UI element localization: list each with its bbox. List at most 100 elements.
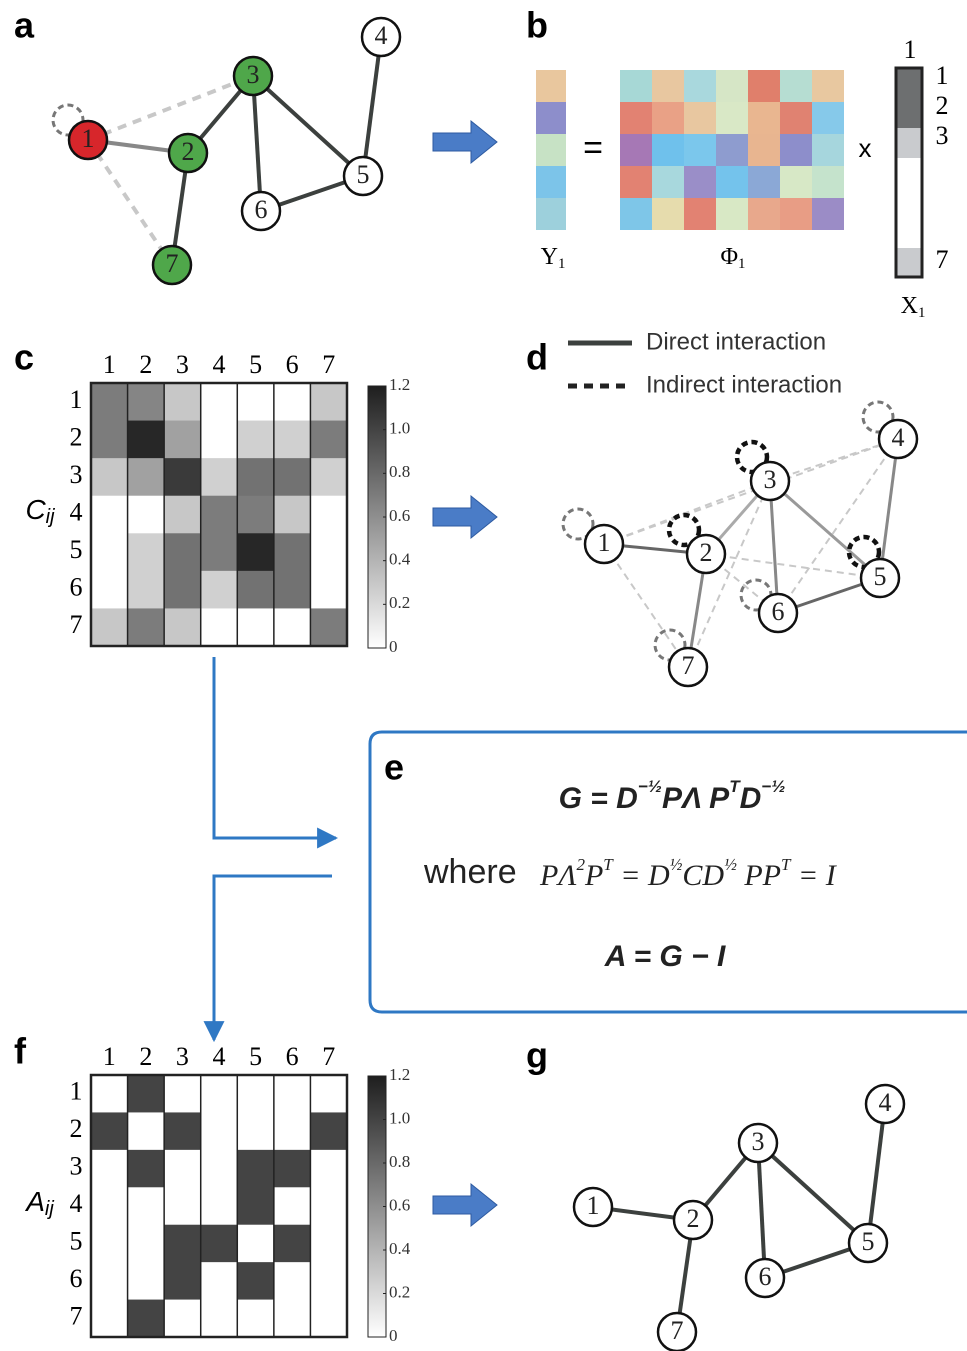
arrow bbox=[432, 119, 498, 165]
phi-cell bbox=[748, 166, 780, 198]
heat-cell bbox=[127, 420, 165, 459]
label: 1 bbox=[904, 35, 917, 64]
heat-cell bbox=[200, 608, 238, 647]
y-cell bbox=[536, 134, 566, 166]
phi-cell bbox=[652, 198, 684, 230]
node-label: 6 bbox=[255, 195, 268, 224]
panel-label: d bbox=[526, 337, 548, 378]
node bbox=[67, 119, 109, 161]
node-label: 5 bbox=[357, 160, 370, 189]
heat-cell bbox=[91, 570, 129, 609]
heat-cell bbox=[310, 570, 348, 609]
phi-cell bbox=[620, 198, 652, 230]
heat-cell bbox=[127, 1299, 165, 1338]
column-label: 5 bbox=[249, 350, 262, 379]
heat-cell bbox=[273, 608, 311, 647]
heat-cell bbox=[310, 608, 348, 647]
node-label: 5 bbox=[862, 1227, 875, 1256]
node bbox=[757, 592, 799, 634]
block-arrows bbox=[432, 119, 498, 1228]
phi-cell bbox=[812, 102, 844, 134]
equation-part: T bbox=[781, 855, 792, 874]
column-label: 5 bbox=[249, 1042, 262, 1071]
phi-cell bbox=[716, 134, 748, 166]
heat-cell bbox=[237, 1112, 275, 1151]
heat-cell bbox=[164, 1149, 202, 1188]
equation-part: PP bbox=[737, 859, 781, 892]
heat-cell bbox=[200, 533, 238, 572]
phi-cell bbox=[812, 198, 844, 230]
heat-cell bbox=[127, 608, 165, 647]
heat-cell bbox=[310, 1299, 348, 1338]
heat-cell bbox=[200, 1112, 238, 1151]
row-label: 2 bbox=[70, 1114, 83, 1143]
heat-cell bbox=[164, 1262, 202, 1301]
equation-part: −½ bbox=[761, 777, 785, 796]
node bbox=[672, 1199, 714, 1241]
heat-cell bbox=[237, 570, 275, 609]
symbol-label: X1 bbox=[901, 293, 926, 322]
heat-cell bbox=[164, 1224, 202, 1263]
node bbox=[859, 557, 901, 599]
equation: G = D−½PΛ PTD−½ bbox=[559, 777, 786, 814]
direct-edge bbox=[878, 438, 900, 579]
row-label: 5 bbox=[70, 535, 83, 564]
heat-cell bbox=[91, 495, 129, 534]
column-label: 1 bbox=[103, 350, 116, 379]
row-label: 6 bbox=[70, 573, 83, 602]
equation-part: 2 bbox=[576, 855, 585, 874]
row-label: 1 bbox=[70, 1077, 83, 1106]
column-label: 1 bbox=[103, 1042, 116, 1071]
node-label: 1 bbox=[598, 528, 611, 557]
heat-cell bbox=[164, 570, 202, 609]
heat-cell bbox=[127, 458, 165, 497]
phi-cell bbox=[812, 166, 844, 198]
heat-cell bbox=[310, 1224, 348, 1263]
graph bbox=[561, 400, 919, 688]
node-label: 5 bbox=[874, 562, 887, 591]
colorbar-tick-label: 0.2 bbox=[389, 1282, 410, 1301]
equation-part: = I bbox=[790, 859, 837, 892]
node-label: 2 bbox=[687, 1204, 700, 1233]
symbol-label: Φ1 bbox=[721, 244, 746, 273]
node-label: 6 bbox=[759, 1262, 772, 1291]
row-label: 3 bbox=[70, 1152, 83, 1181]
colorbar-tick-label: 0.8 bbox=[389, 1152, 410, 1171]
heat-cell bbox=[273, 383, 311, 422]
heat-cell bbox=[127, 1149, 165, 1188]
colorbar-tick-label: 1.0 bbox=[389, 419, 410, 438]
heat-cell bbox=[127, 1112, 165, 1151]
indirect-edge bbox=[86, 138, 174, 267]
heat-cell bbox=[91, 533, 129, 572]
phi-cell bbox=[812, 134, 844, 166]
matrix-symbol: Aij bbox=[24, 1186, 54, 1220]
node bbox=[583, 523, 625, 565]
heat-cell bbox=[237, 383, 275, 422]
heat-cell bbox=[273, 533, 311, 572]
heat-cell bbox=[200, 570, 238, 609]
node-label: 3 bbox=[764, 465, 777, 494]
heat-cell bbox=[310, 458, 348, 497]
node bbox=[737, 1122, 779, 1164]
connector bbox=[203, 874, 332, 1043]
y-cell bbox=[536, 102, 566, 134]
indirect-edge bbox=[603, 543, 689, 668]
heatmap-frame bbox=[89, 1073, 349, 1339]
heat-cell bbox=[91, 1187, 129, 1226]
heat-cell bbox=[273, 495, 311, 534]
node bbox=[877, 418, 919, 460]
colorbar-tick-label: 0.6 bbox=[389, 506, 410, 525]
heat-cell bbox=[237, 533, 275, 572]
column-label: 2 bbox=[139, 1042, 152, 1071]
graph bbox=[51, 16, 402, 286]
panel-label: e bbox=[384, 747, 404, 788]
direct-edge bbox=[769, 479, 881, 580]
node bbox=[240, 190, 282, 232]
arrow bbox=[432, 1182, 498, 1228]
symbol-sub: ij bbox=[46, 506, 55, 528]
heat-cell bbox=[237, 495, 275, 534]
row-label: 1 bbox=[70, 385, 83, 414]
node bbox=[667, 646, 709, 688]
phi-cell bbox=[780, 166, 812, 198]
heat-cell bbox=[273, 1112, 311, 1151]
